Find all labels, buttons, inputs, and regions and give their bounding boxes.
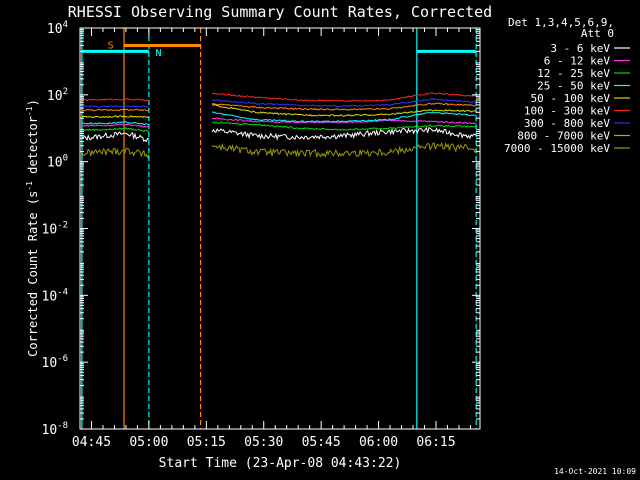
- x-tick-label: 05:15: [187, 435, 226, 450]
- y-tick-label: 102: [47, 87, 68, 104]
- y-tick-label: 10-6: [42, 354, 69, 371]
- legend-entry-label: 800 - 7000 keV: [517, 130, 610, 143]
- legend-entry-label: 300 - 800 keV: [524, 117, 610, 130]
- x-axis-ticks: 04:45 05:00 05:15 05:30 05:45 06:00 06:15: [72, 28, 471, 450]
- footer-date: 14-Oct-2021 10:09: [554, 467, 636, 476]
- series-line-3-seg2: [211, 111, 477, 123]
- series-line-6-seg1: [81, 104, 150, 108]
- series-line-6-seg2: [211, 98, 477, 108]
- legend-entry-label: 100 - 300 keV: [524, 105, 610, 118]
- series-line-8-seg1: [81, 147, 150, 160]
- legend-header-line: Det 1,3,4,5,6,9,: [508, 16, 614, 29]
- legend-entry-label: 3 - 6 keV: [550, 42, 610, 55]
- series-line-4-seg2: [211, 103, 477, 117]
- y-axis-label: Corrected Count Rate (s-1 detector-1): [25, 99, 40, 357]
- legend-entry-label: 12 - 25 keV: [537, 67, 610, 80]
- x-tick-label: 06:15: [416, 435, 455, 450]
- series-line-7-seg2: [211, 102, 477, 111]
- series-line-1-seg1: [81, 123, 149, 128]
- x-tick-label: 05:45: [302, 435, 341, 450]
- series-line-2-seg2: [211, 121, 477, 131]
- legend-entry-label: 25 - 50 keV: [537, 80, 610, 93]
- y-tick-label: 10-8: [42, 421, 69, 438]
- flag-bars: SN: [81, 40, 477, 59]
- legend-header-line: Att 0: [581, 27, 614, 40]
- series-line-2-seg1: [81, 127, 150, 133]
- series-line-7-seg1: [81, 108, 149, 112]
- x-tick-label: 04:45: [72, 435, 111, 450]
- series-line-4-seg1: [81, 115, 149, 119]
- series-line-0-seg2: [211, 126, 477, 141]
- x-axis-label: Start Time (23-Apr-08 04:43:22): [159, 456, 402, 471]
- series-line-8-seg2: [211, 141, 477, 158]
- y-tick-label: 100: [47, 154, 68, 171]
- series-line-3-seg1: [81, 121, 150, 126]
- legend-entry-label: 50 - 100 keV: [531, 92, 611, 105]
- series-lines: [81, 92, 477, 160]
- series-line-0-seg1: [81, 131, 150, 143]
- y-axis-ticks: 104 102 100 10-2 10-4 10-6 10-8: [42, 20, 480, 438]
- y-tick-label: 10-4: [42, 287, 69, 304]
- series-line-5-seg2: [211, 92, 477, 103]
- series-line-5-seg1: [81, 98, 150, 102]
- y-tick-label: 10-2: [42, 221, 69, 238]
- chart-title: RHESSI Observing Summary Count Rates, Co…: [68, 3, 492, 21]
- x-tick-label: 05:00: [129, 435, 168, 450]
- y-tick-label: 104: [47, 20, 68, 37]
- annotation-n: N: [155, 48, 161, 59]
- x-tick-label: 06:00: [359, 435, 398, 450]
- annotation-s: S: [108, 40, 114, 51]
- legend-entry-label: 6 - 12 keV: [544, 55, 611, 68]
- legend-entry-label: 7000 - 15000 keV: [504, 142, 610, 155]
- x-tick-label: 05:30: [244, 435, 283, 450]
